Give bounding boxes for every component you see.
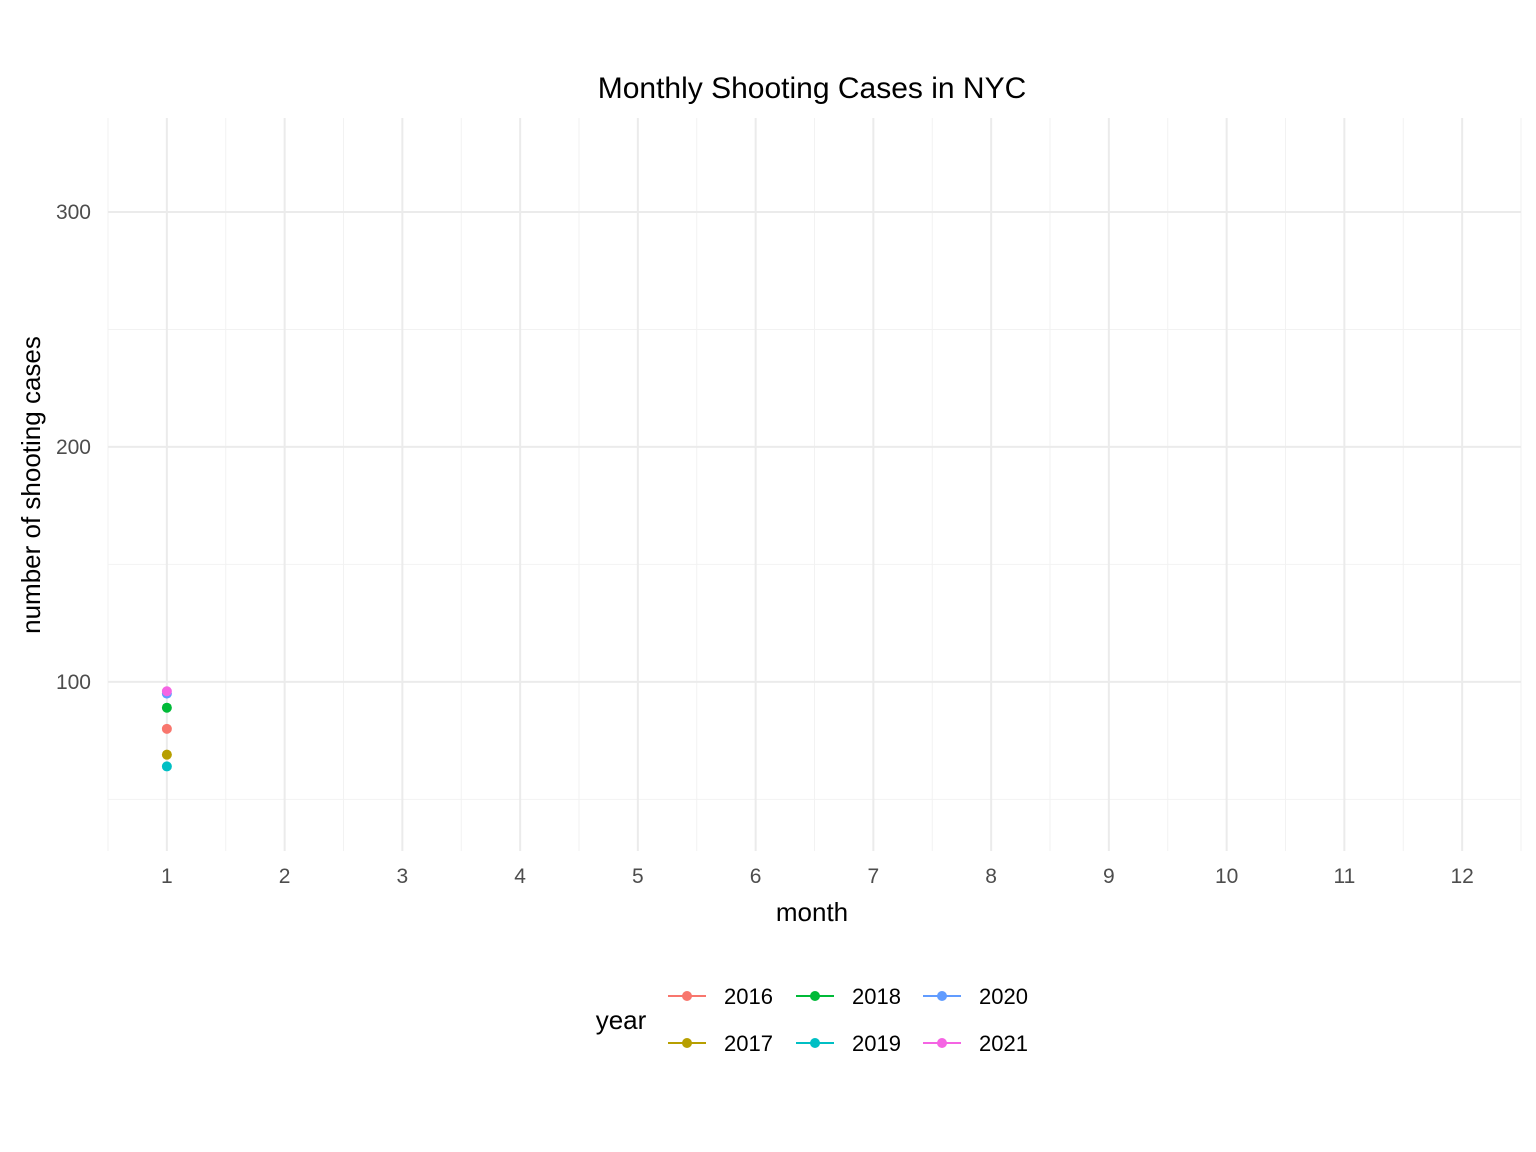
x-tick-label: 2 [279,865,291,888]
series-layer [161,686,172,772]
legend-label-2018: 2018 [852,984,901,1009]
x-tick-label: 8 [985,865,997,888]
legend-label-2019: 2019 [852,1031,901,1056]
legend-label-2016: 2016 [724,984,773,1009]
legend-key-point [682,991,692,1001]
x-tick-label: 1 [161,865,173,888]
legend-key-point [810,991,820,1001]
legend: year 2016 2017 2018 2019 2020 2021 [596,984,1028,1056]
legend-key-point [810,1038,820,1048]
legend-title: year [596,1005,647,1035]
data-point-2016 [161,723,172,734]
legend-label-2017: 2017 [724,1031,773,1056]
x-tick-labels: 1 2 3 4 5 6 7 8 9 10 11 12 [161,865,1474,888]
grid [107,118,1522,851]
x-tick-label: 10 [1215,865,1238,888]
x-tick-label: 4 [514,865,526,888]
x-tick-label: 11 [1333,865,1355,888]
legend-label-2020: 2020 [979,984,1028,1009]
legend-key-point [937,1038,947,1048]
y-axis-title: number of shooting cases [16,336,46,634]
x-axis-title: month [776,897,848,927]
x-tick-label: 7 [868,865,880,888]
x-tick-label: 5 [632,865,644,888]
y-tick-labels: 100 200 300 [56,201,91,694]
x-tick-label: 12 [1450,865,1473,888]
data-point-2021 [161,686,172,697]
legend-label-2021: 2021 [979,1031,1028,1056]
y-tick-label: 300 [56,201,91,224]
data-point-2017 [161,749,172,760]
y-tick-label: 100 [56,671,91,694]
legend-key-point [937,991,947,1001]
x-tick-label: 3 [397,865,409,888]
data-point-2018 [161,702,172,713]
legend-key-point [682,1038,692,1048]
chart-title: Monthly Shooting Cases in NYC [598,72,1027,105]
data-point-2019 [161,761,172,772]
x-tick-label: 9 [1103,865,1115,888]
x-tick-label: 6 [750,865,762,888]
y-tick-label: 200 [56,436,91,459]
